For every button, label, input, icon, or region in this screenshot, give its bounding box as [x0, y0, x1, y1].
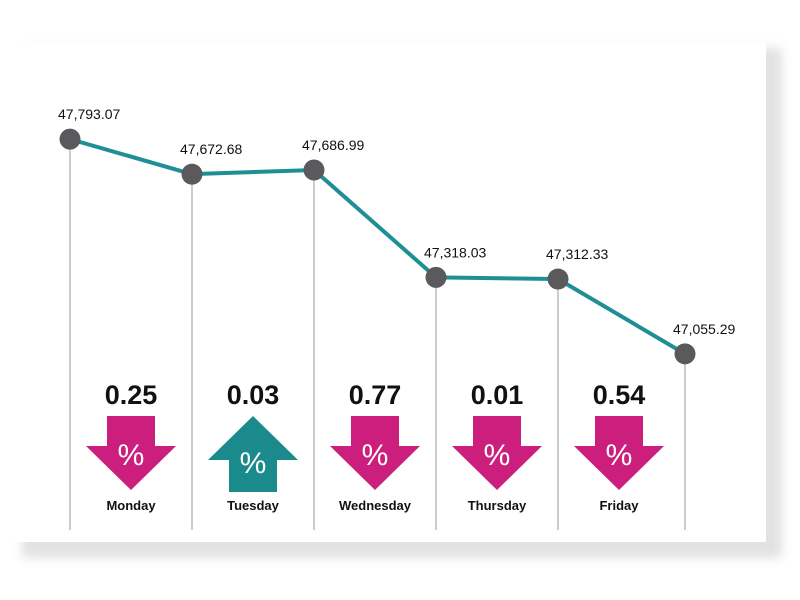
percent-change-friday: 0.54: [593, 380, 646, 410]
down-arrow-icon-thursday: [452, 416, 542, 490]
percent-change-tuesday: 0.03: [227, 380, 280, 410]
value-label-5: 47,055.29: [673, 321, 735, 337]
value-label-3: 47,318.03: [424, 244, 486, 260]
percent-sign-thursday: %: [484, 439, 511, 472]
down-arrow-icon-friday: [574, 416, 664, 490]
percent-change-monday: 0.25: [105, 380, 158, 410]
value-label-4: 47,312.33: [546, 246, 608, 262]
data-point-2: [303, 159, 325, 181]
value-label-2: 47,686.99: [302, 137, 364, 153]
data-point-4: [547, 268, 569, 290]
data-point-0: [59, 128, 81, 150]
data-point-5: [674, 343, 696, 365]
value-label-0: 47,793.07: [58, 106, 120, 122]
down-arrow-icon-wednesday: [330, 416, 420, 490]
data-point-1: [181, 163, 203, 185]
percent-sign-wednesday: %: [362, 439, 389, 472]
value-label-1: 47,672.68: [180, 141, 242, 157]
percent-change-wednesday: 0.77: [349, 380, 402, 410]
series-line: [68, 137, 687, 356]
up-arrow-icon-tuesday: [208, 416, 298, 492]
day-label-wednesday: Wednesday: [339, 498, 412, 513]
day-label-tuesday: Tuesday: [227, 498, 280, 513]
day-label-monday: Monday: [106, 498, 156, 513]
percent-change-thursday: 0.01: [471, 380, 524, 410]
down-arrow-icon-monday: [86, 416, 176, 490]
percent-sign-monday: %: [118, 439, 145, 472]
percent-sign-tuesday: %: [240, 447, 267, 480]
percent-sign-friday: %: [606, 439, 633, 472]
day-label-friday: Friday: [599, 498, 639, 513]
day-label-thursday: Thursday: [468, 498, 527, 513]
data-point-3: [425, 266, 447, 288]
